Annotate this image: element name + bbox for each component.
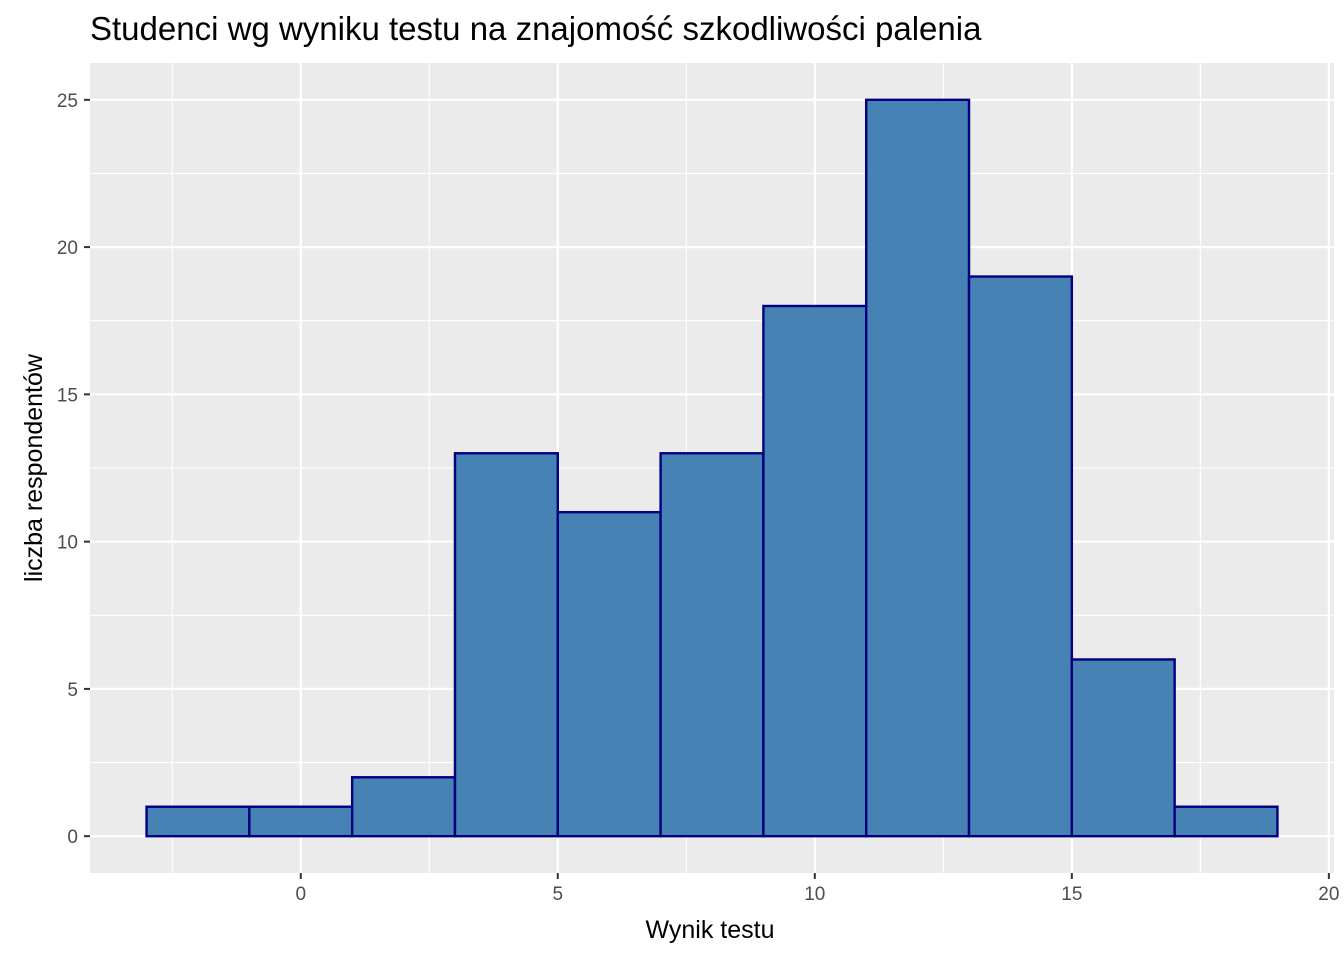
x-tick-label: 0: [295, 884, 306, 905]
x-axis-title: Wynik testu: [646, 916, 775, 944]
x-tick-label: 5: [552, 884, 563, 905]
y-tick-label: 5: [67, 680, 78, 701]
y-tick-label: 15: [57, 385, 78, 406]
y-tick-label: 10: [57, 533, 78, 554]
y-axis: 0 5 10 15 20 25: [57, 91, 90, 848]
histogram-bar: [1070, 658, 1176, 838]
bars: [145, 98, 1279, 838]
x-tick-label: 20: [1318, 884, 1339, 905]
y-tick-label: 20: [57, 238, 78, 259]
y-axis-title: liczba respondentów: [20, 353, 48, 582]
histogram-bar: [248, 805, 354, 838]
histogram-bar: [659, 452, 765, 838]
histogram-bar: [967, 275, 1074, 838]
histogram-bar: [1173, 805, 1279, 838]
histogram-bar: [145, 805, 251, 838]
x-tick-label: 15: [1061, 884, 1082, 905]
x-tick-label: 10: [804, 884, 825, 905]
chart-title: Studenci wg wyniku testu na znajomość sz…: [90, 10, 982, 47]
histogram-bar: [453, 452, 559, 838]
histogram-bar: [350, 776, 457, 838]
histogram-bar: [762, 304, 868, 838]
y-tick-label: 0: [67, 827, 78, 848]
y-tick-label: 25: [57, 91, 78, 112]
histogram-bar: [556, 510, 662, 838]
x-axis: 0 5 10 15 20: [295, 873, 1339, 905]
histogram-bar: [865, 98, 971, 838]
